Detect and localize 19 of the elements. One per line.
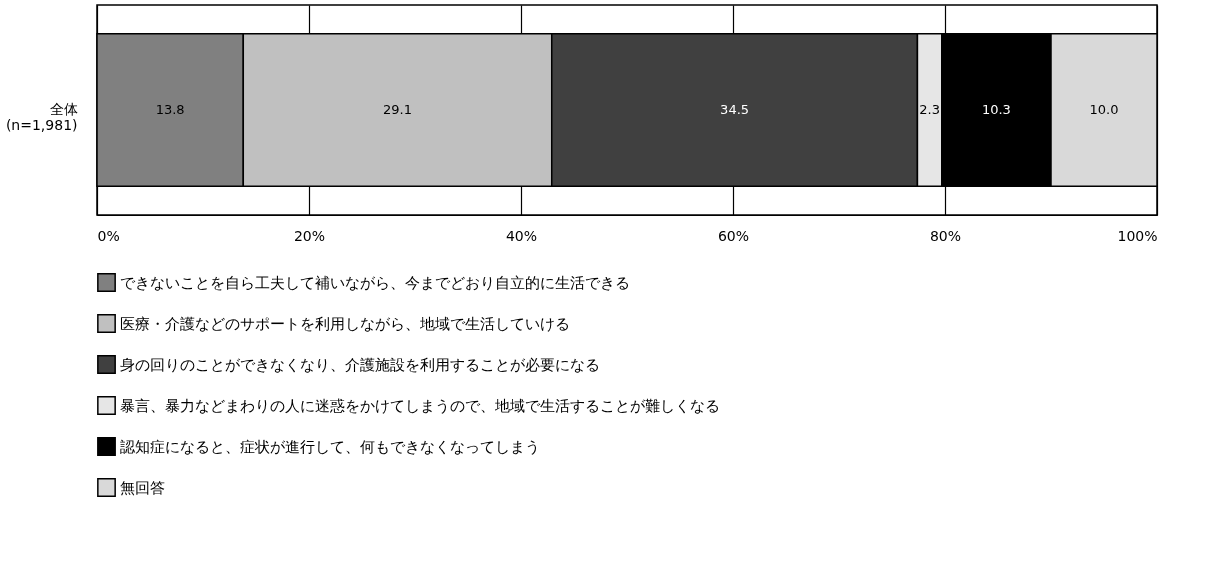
x-tick-label: 0% [97, 227, 120, 244]
legend-label: 無回答 [120, 478, 165, 497]
x-tick-label: 100% [1117, 227, 1158, 244]
y-tick-label: 全体 (n=1,981) [5, 101, 78, 133]
legend-label: できないことを自ら工夫して補いながら、今までどおり自立的に生活できる [120, 273, 630, 292]
x-tick-label: 20% [293, 227, 326, 244]
x-tick-label: 80% [929, 227, 962, 244]
text: 10.0 [1089, 102, 1119, 117]
x-tick-label: 40% [505, 227, 538, 244]
x-tick-label: 60% [717, 227, 750, 244]
text: 34.5 [720, 102, 750, 117]
text: 2.3 [919, 102, 940, 117]
legend-label: 身の回りのことができなくなり、介護施設を利用することが必要になる [120, 355, 600, 374]
text: 10.3 [981, 102, 1011, 117]
legend-label: 認知症になると、症状が進行して、何もできなくなってしまう [120, 437, 540, 456]
legend-label: 医療・介護などのサポートを利用しながら、地域で生活していける [120, 314, 570, 333]
text: 13.8 [155, 102, 185, 117]
legend-label: 暴言、暴力などまわりの人に迷惑をかけてしまうので、地域で生活することが難しくなる [120, 396, 720, 415]
text: 29.1 [383, 102, 412, 117]
